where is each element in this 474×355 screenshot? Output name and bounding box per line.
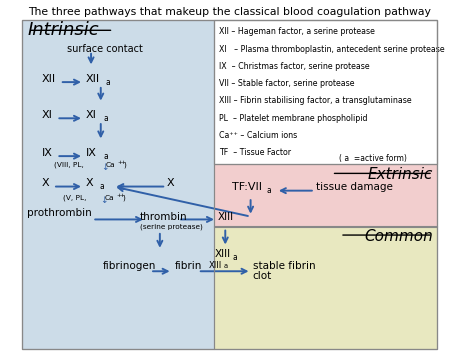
Text: ( a  =active form): ( a =active form) — [339, 154, 407, 163]
Text: ): ) — [123, 162, 126, 168]
Text: a: a — [267, 186, 272, 195]
Text: fibrin: fibrin — [174, 261, 202, 271]
Text: (serine protease): (serine protease) — [140, 224, 203, 230]
Text: Ca: Ca — [105, 195, 115, 201]
Text: surface contact: surface contact — [67, 44, 143, 54]
Bar — [214, 226, 437, 349]
Text: a: a — [104, 152, 109, 160]
Text: XII – Hageman factor, a serine protease: XII – Hageman factor, a serine protease — [219, 27, 375, 37]
Text: X: X — [42, 178, 49, 188]
Bar — [214, 164, 437, 227]
Text: XI: XI — [86, 110, 97, 120]
Text: XII: XII — [86, 74, 100, 84]
Bar — [214, 164, 437, 227]
Text: XII: XII — [42, 74, 56, 84]
Text: ↓: ↓ — [101, 163, 108, 172]
Text: XIII: XIII — [215, 250, 231, 260]
Text: TF:VII: TF:VII — [232, 182, 262, 192]
Text: IX: IX — [42, 148, 53, 158]
Text: XIII: XIII — [218, 212, 234, 223]
Text: VII – Stable factor, serine protease: VII – Stable factor, serine protease — [219, 79, 355, 88]
Text: PL  – Platelet membrane phospholipid: PL – Platelet membrane phospholipid — [219, 114, 367, 123]
Text: Ca⁺⁺ – Calcium ions: Ca⁺⁺ – Calcium ions — [219, 131, 297, 140]
Text: X: X — [86, 178, 94, 188]
Text: Ca: Ca — [106, 162, 116, 168]
Bar — [22, 21, 214, 349]
Text: a: a — [104, 114, 109, 123]
Text: XIII: XIII — [209, 261, 222, 269]
Text: XI   – Plasma thromboplastin, antecedent serine protease: XI – Plasma thromboplastin, antecedent s… — [219, 45, 445, 54]
Bar — [22, 226, 437, 349]
Text: (VIII, PL,: (VIII, PL, — [55, 162, 84, 168]
Text: Intrinsic: Intrinsic — [28, 21, 100, 39]
Text: a: a — [224, 263, 228, 269]
Text: (V, PL,: (V, PL, — [63, 195, 86, 201]
Text: Common: Common — [364, 229, 433, 244]
Text: TF  – Tissue Factor: TF – Tissue Factor — [219, 148, 291, 157]
Bar — [214, 21, 437, 164]
Text: tissue damage: tissue damage — [316, 182, 393, 192]
Bar — [214, 21, 437, 164]
Text: ): ) — [122, 195, 125, 201]
Text: ++: ++ — [118, 160, 127, 165]
Text: IX  – Christmas factor, serine protease: IX – Christmas factor, serine protease — [219, 62, 370, 71]
Bar — [22, 226, 214, 349]
Text: stable fibrin: stable fibrin — [253, 261, 315, 271]
Text: thrombin: thrombin — [140, 212, 188, 223]
Text: IX: IX — [86, 148, 97, 158]
Text: XIII – Fibrin stabilising factor, a transglutaminase: XIII – Fibrin stabilising factor, a tran… — [219, 97, 411, 105]
Text: a: a — [100, 182, 105, 191]
Text: ++: ++ — [117, 193, 126, 198]
Bar — [22, 21, 214, 349]
Text: prothrombin: prothrombin — [27, 208, 91, 218]
Text: XI: XI — [42, 110, 53, 120]
Text: a: a — [106, 78, 110, 87]
Text: fibrinogen: fibrinogen — [103, 261, 156, 271]
Text: ↓: ↓ — [100, 196, 108, 204]
Text: a: a — [232, 253, 237, 262]
Text: clot: clot — [253, 271, 272, 281]
Text: The three pathways that makeup the classical blood coagulation pathway: The three pathways that makeup the class… — [28, 7, 431, 17]
Text: Extrinsic: Extrinsic — [367, 167, 433, 182]
Text: X: X — [167, 178, 174, 188]
